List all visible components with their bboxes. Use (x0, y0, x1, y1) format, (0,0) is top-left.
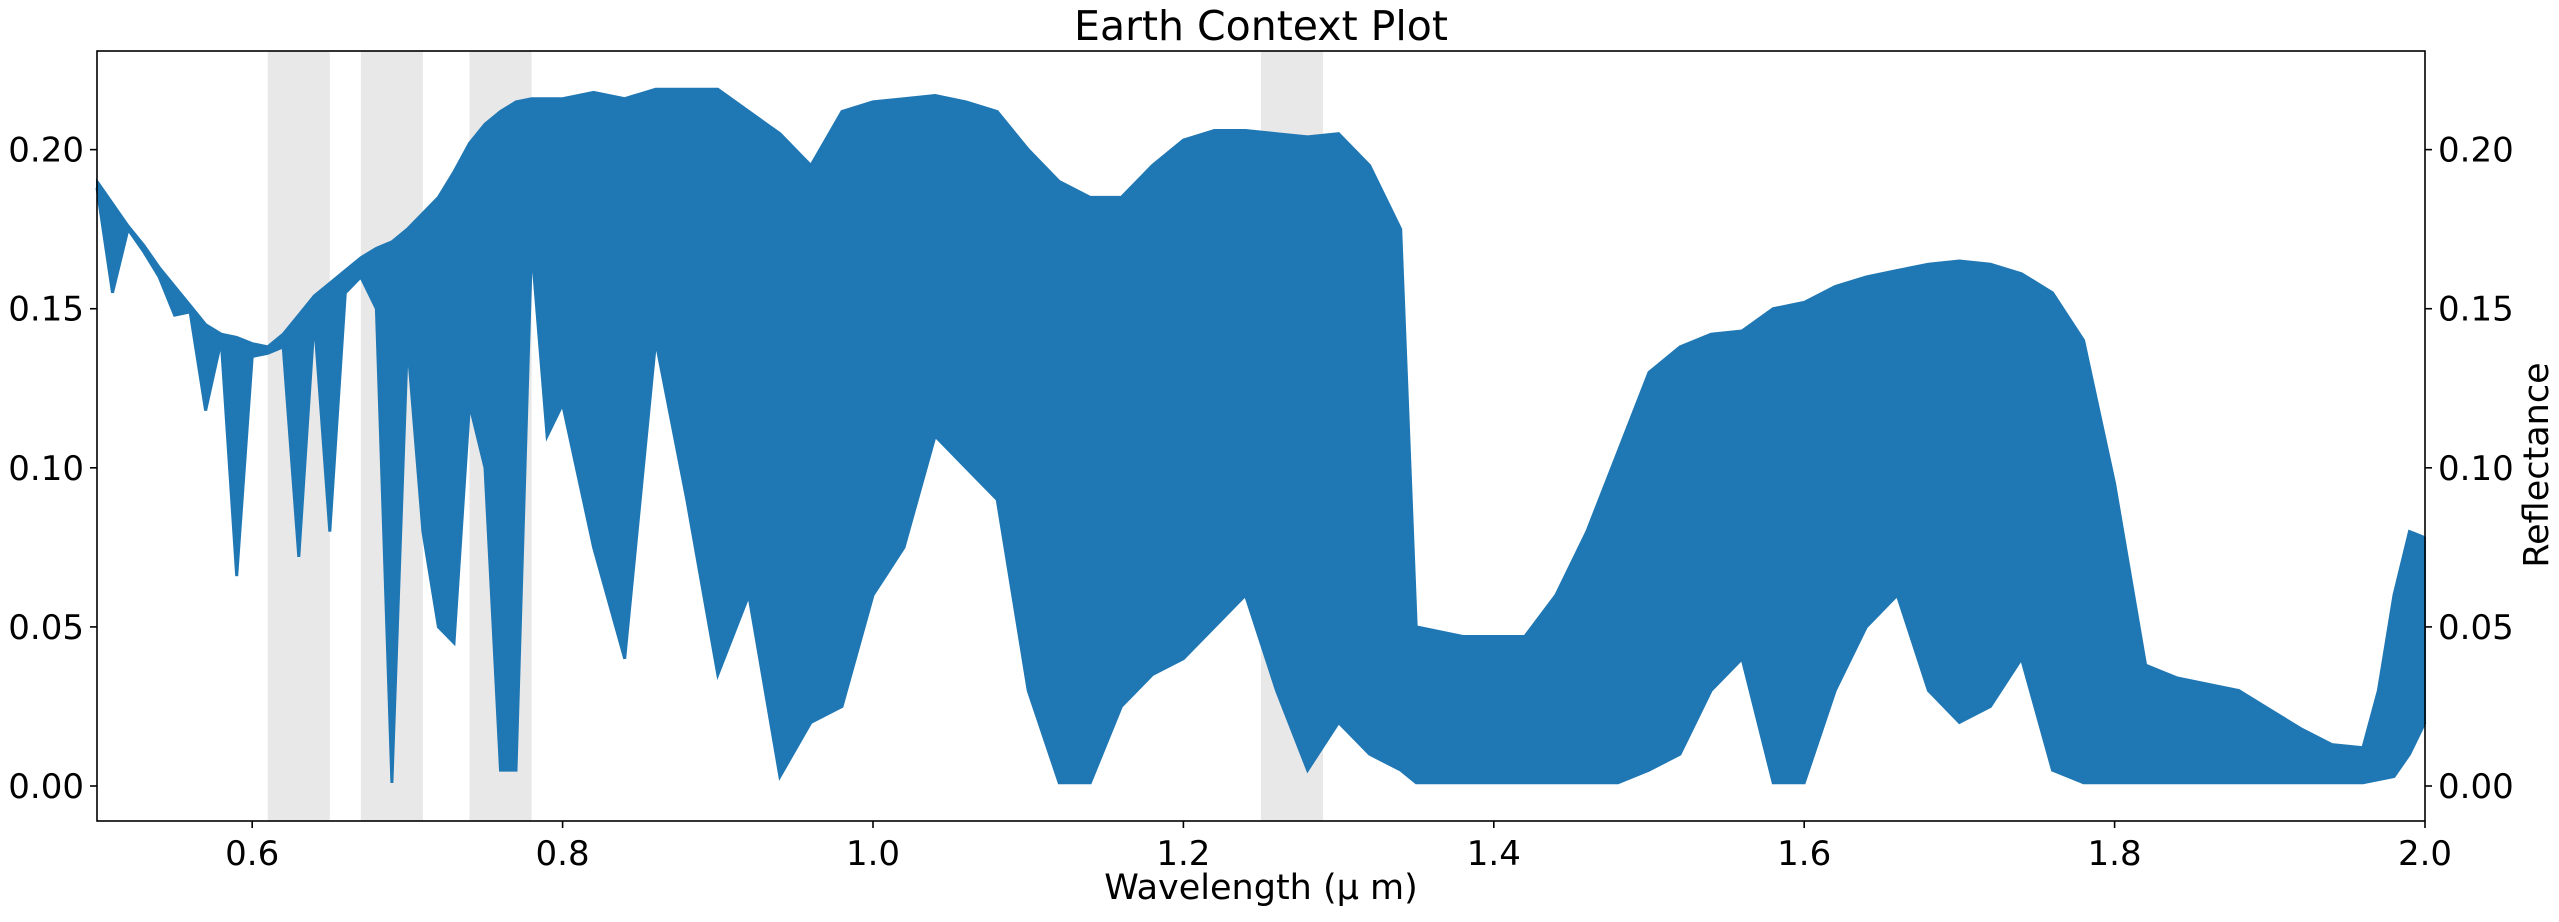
y-right-tick-label-0: 0.00 (2438, 767, 2514, 807)
y-left-tick-label-1: 0.05 (8, 608, 84, 648)
x-tick-label-2: 1.0 (846, 834, 900, 874)
chart-title: Earth Context Plot (1074, 2, 1448, 50)
y-right-tick-label-3: 0.15 (2438, 290, 2514, 330)
x-tick-label-6: 1.8 (2088, 834, 2142, 874)
reflectance-line-lower (95, 187, 2427, 785)
y-left-tick-label-2: 0.10 (8, 449, 84, 489)
x-tick-label-4: 1.4 (1467, 834, 1521, 874)
reflectance-line-upper (95, 87, 2426, 750)
x-axis-ticks: 0.6 0.8 1.0 1.2 1.4 1.6 1.8 2.0 (225, 821, 2452, 874)
y-axis-left-ticks: 0.00 0.05 0.10 0.15 0.20 (8, 131, 97, 807)
x-tick-label-3: 1.2 (1156, 834, 1210, 874)
y-left-tick-label-3: 0.15 (8, 290, 84, 330)
y-right-tick-label-4: 0.20 (2438, 131, 2514, 171)
y-axis-label: Reflectance (2517, 362, 2557, 567)
y-left-tick-label-4: 0.20 (8, 131, 84, 171)
x-axis-label: Wavelength (μ m) (1104, 868, 1418, 908)
x-tick-label-1: 0.8 (536, 834, 590, 874)
x-tick-label-0: 0.6 (225, 834, 279, 874)
y-right-tick-label-1: 0.05 (2438, 608, 2514, 648)
y-axis-right-ticks: 0.00 0.05 0.10 0.15 0.20 (2425, 131, 2514, 807)
x-tick-label-7: 2.0 (2398, 834, 2452, 874)
y-left-tick-label-0: 0.00 (8, 767, 84, 807)
plot-frame (96, 50, 2426, 822)
y-right-tick-label-2: 0.10 (2438, 449, 2514, 489)
x-tick-label-5: 1.6 (1777, 834, 1831, 874)
